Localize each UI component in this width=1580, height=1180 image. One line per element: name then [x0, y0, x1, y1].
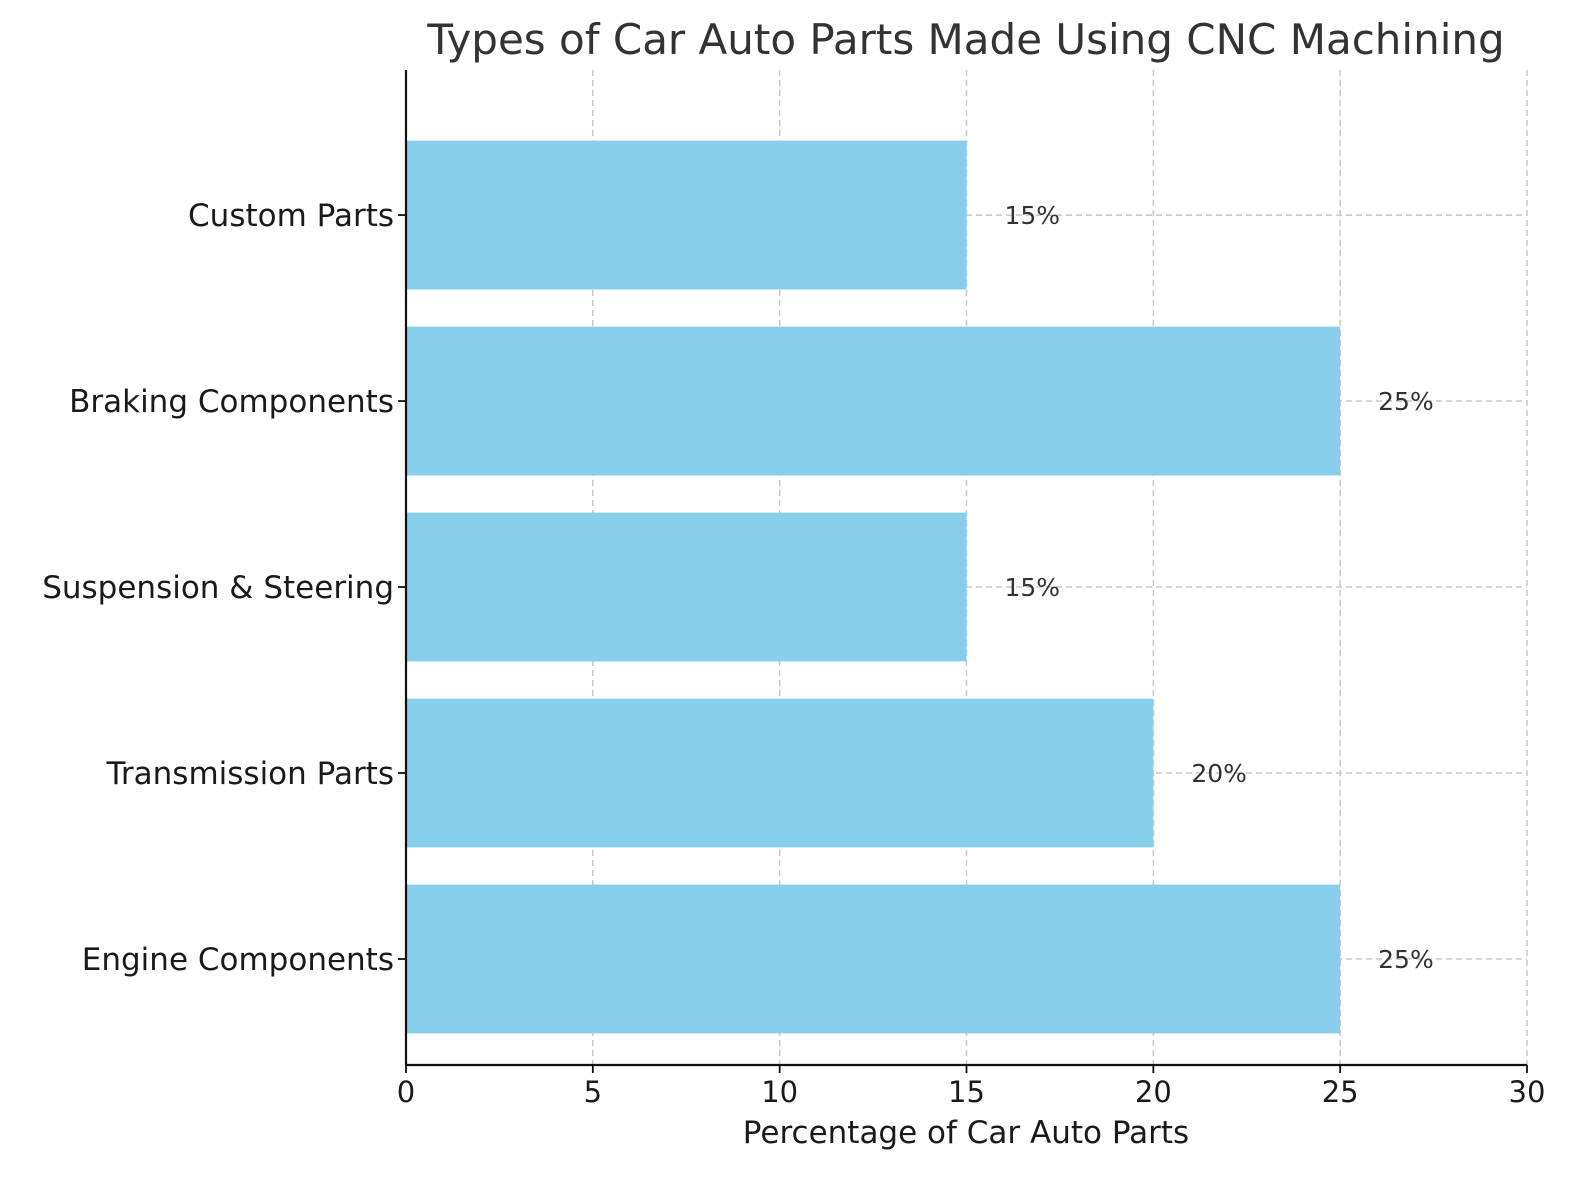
y-tick-label: Suspension & Steering	[42, 570, 394, 606]
x-axis-title: Percentage of Car Auto Parts	[743, 1115, 1189, 1151]
x-tick-label: 15	[948, 1075, 985, 1109]
data-label: 25%	[1378, 387, 1434, 416]
bar	[406, 326, 1341, 476]
data-label: 15%	[1005, 573, 1061, 602]
bar	[406, 140, 967, 290]
x-tick-label: 25	[1322, 1075, 1359, 1109]
bar	[406, 512, 967, 662]
data-labels: 25% 20% 15% 25% 15%	[1005, 201, 1434, 974]
x-tick-label: 30	[1509, 1075, 1546, 1109]
y-tick-label: Engine Components	[82, 942, 394, 978]
y-tick-label: Custom Parts	[188, 198, 394, 234]
data-label: 20%	[1191, 759, 1247, 788]
axes: Engine Components Transmission Parts Suspe…	[42, 70, 1545, 1109]
x-tick-label: 0	[397, 1075, 415, 1109]
y-tick-label: Braking Components	[69, 384, 394, 420]
x-tick-label: 5	[584, 1075, 602, 1109]
x-tick-label: 10	[761, 1075, 798, 1109]
data-label: 15%	[1005, 201, 1061, 230]
data-label: 25%	[1378, 945, 1434, 974]
x-tick-label: 20	[1135, 1075, 1172, 1109]
bars	[406, 140, 1341, 1034]
bar	[406, 884, 1341, 1034]
bar	[406, 698, 1154, 848]
chart-title: Types of Car Auto Parts Made Using CNC M…	[426, 15, 1504, 64]
y-tick-label: Transmission Parts	[106, 756, 394, 792]
